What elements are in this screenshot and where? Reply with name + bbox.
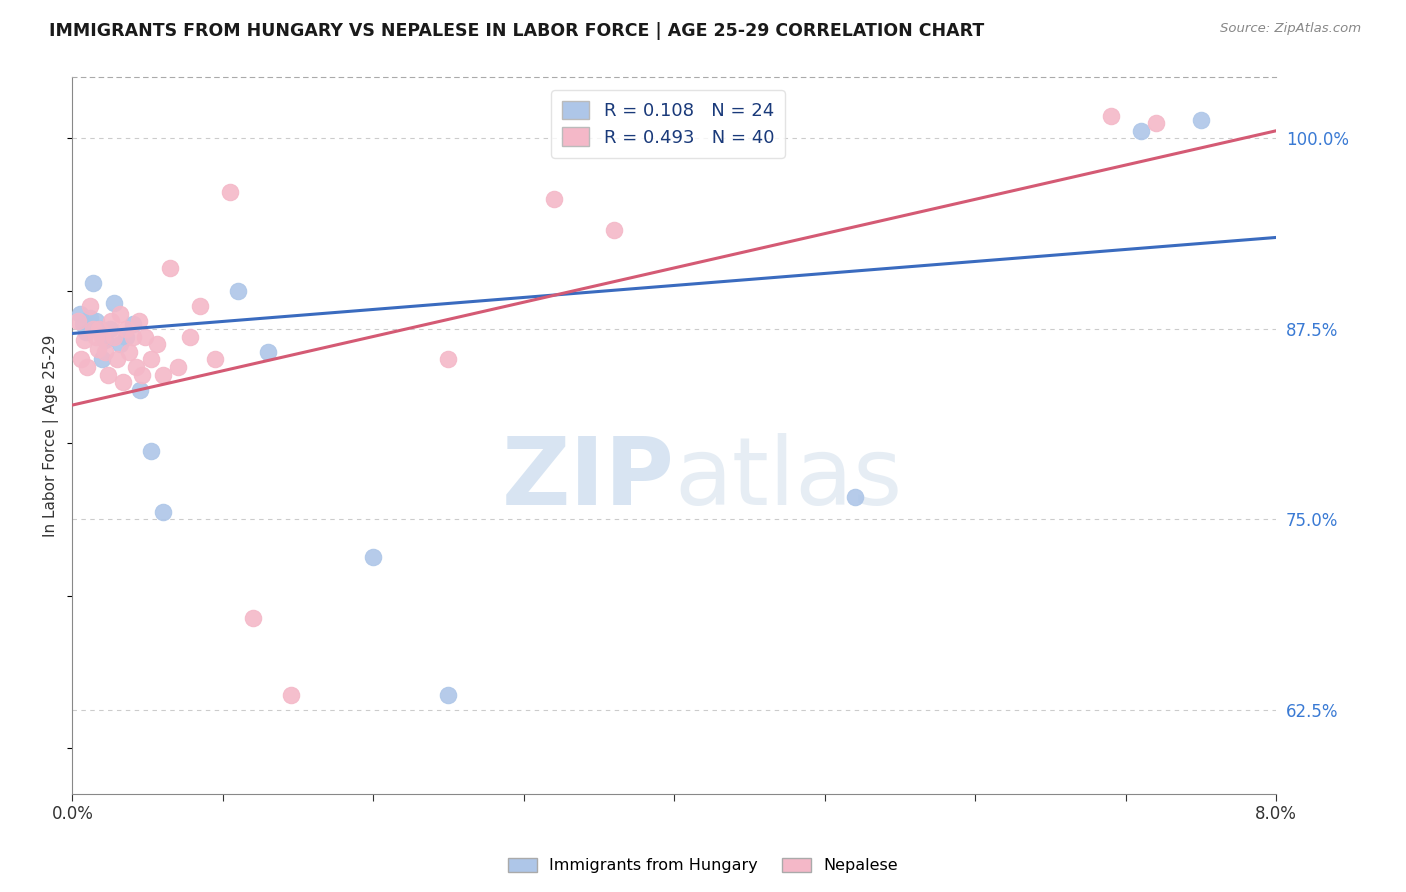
Point <box>115 329 138 343</box>
Point <box>97 368 120 382</box>
Point <box>543 192 565 206</box>
Point <box>87 342 110 356</box>
Point <box>72 318 94 332</box>
Text: Source: ZipAtlas.com: Source: ZipAtlas.com <box>1220 22 1361 36</box>
Point <box>86 329 108 343</box>
Point <box>139 352 162 367</box>
Point <box>437 352 460 367</box>
Point <box>242 611 264 625</box>
Point <box>79 299 101 313</box>
Point <box>1099 109 1122 123</box>
Point <box>103 296 125 310</box>
Point <box>82 322 104 336</box>
Point <box>226 284 249 298</box>
Point <box>115 322 138 336</box>
Point <box>437 688 460 702</box>
Point <box>159 260 181 275</box>
Point <box>121 318 143 332</box>
Point <box>82 276 104 290</box>
Point <box>188 299 211 313</box>
Point <box>152 368 174 382</box>
Point <box>110 337 132 351</box>
Point <box>69 307 91 321</box>
Point <box>73 333 96 347</box>
Point <box>121 329 143 343</box>
Point <box>107 352 129 367</box>
Point <box>1144 116 1167 130</box>
Y-axis label: In Labor Force | Age 25-29: In Labor Force | Age 25-29 <box>44 334 59 537</box>
Point <box>67 314 90 328</box>
Point <box>152 505 174 519</box>
Point <box>134 329 156 343</box>
Point <box>94 344 117 359</box>
Point <box>110 307 132 321</box>
Point <box>76 359 98 374</box>
Point <box>166 359 188 374</box>
Point <box>128 314 150 328</box>
Point <box>844 490 866 504</box>
Point <box>75 325 97 339</box>
Point <box>103 329 125 343</box>
Point <box>1129 124 1152 138</box>
Point <box>100 314 122 328</box>
Point <box>179 329 201 343</box>
Point <box>124 359 146 374</box>
Point <box>91 352 114 367</box>
Point <box>112 375 135 389</box>
Point <box>89 322 111 336</box>
Point <box>98 322 121 336</box>
Text: atlas: atlas <box>675 433 903 524</box>
Point <box>257 344 280 359</box>
Point <box>280 688 302 702</box>
Point <box>145 337 167 351</box>
Point <box>1189 113 1212 128</box>
Point <box>219 185 242 199</box>
Point <box>129 383 152 397</box>
Text: ZIP: ZIP <box>502 433 675 524</box>
Point <box>79 311 101 326</box>
Point <box>204 352 226 367</box>
Point <box>118 344 141 359</box>
Point <box>361 550 384 565</box>
Legend: R = 0.108   N = 24, R = 0.493   N = 40: R = 0.108 N = 24, R = 0.493 N = 40 <box>551 90 785 158</box>
Point <box>89 322 111 336</box>
Point <box>603 223 626 237</box>
Text: IMMIGRANTS FROM HUNGARY VS NEPALESE IN LABOR FORCE | AGE 25-29 CORRELATION CHART: IMMIGRANTS FROM HUNGARY VS NEPALESE IN L… <box>49 22 984 40</box>
Point <box>91 329 114 343</box>
Point <box>70 352 93 367</box>
Point <box>131 368 153 382</box>
Point <box>94 333 117 347</box>
Point <box>86 314 108 328</box>
Point <box>139 443 162 458</box>
Legend: Immigrants from Hungary, Nepalese: Immigrants from Hungary, Nepalese <box>502 851 904 880</box>
